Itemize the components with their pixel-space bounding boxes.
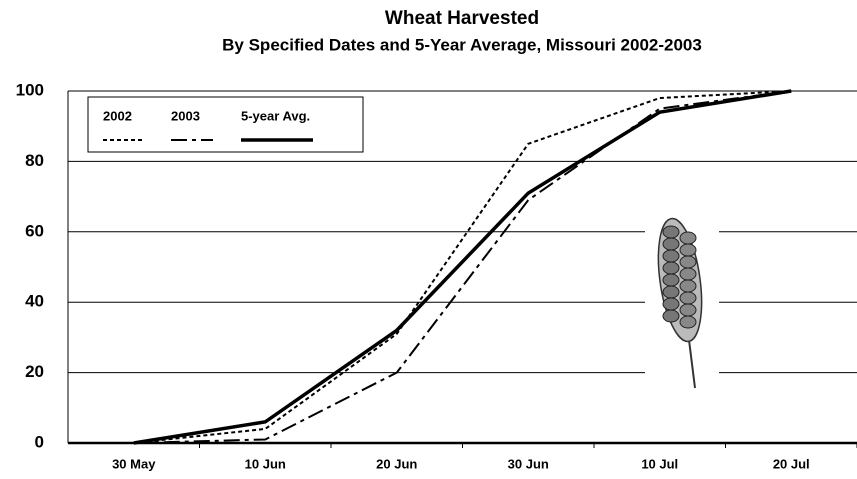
legend-label: 2003 bbox=[171, 108, 200, 123]
y-tick-label: 40 bbox=[25, 292, 44, 311]
wheat-grain bbox=[679, 243, 697, 257]
x-tick-label: 30 Jun bbox=[508, 456, 549, 471]
legend-label: 2002 bbox=[103, 108, 132, 123]
wheat-grain bbox=[679, 315, 697, 329]
wheat-grain bbox=[679, 291, 697, 305]
y-tick-label: 20 bbox=[25, 362, 44, 381]
x-tick-label: 30 May bbox=[112, 456, 156, 471]
plot bbox=[133, 89, 792, 445]
y-tick-label: 60 bbox=[25, 221, 44, 240]
wheat-grain bbox=[679, 231, 697, 245]
chart-subtitle: By Specified Dates and 5-Year Average, M… bbox=[222, 35, 702, 54]
wheat-grain bbox=[662, 249, 680, 263]
y-tick-label: 80 bbox=[25, 151, 44, 170]
wheat-grain bbox=[679, 303, 697, 317]
legend-label: 5-year Avg. bbox=[241, 108, 310, 123]
legend-box bbox=[87, 96, 364, 153]
series-line bbox=[133, 90, 792, 444]
wheat-grain bbox=[662, 237, 680, 251]
y-tick-label: 100 bbox=[16, 80, 44, 99]
y-tick-label: 0 bbox=[35, 432, 44, 451]
wheat-grain bbox=[679, 279, 697, 293]
x-tick-label: 20 Jul bbox=[773, 456, 810, 471]
wheat-grain bbox=[662, 297, 680, 311]
wheat-grain bbox=[662, 285, 680, 299]
wheat-grain bbox=[662, 261, 680, 275]
wheat-illustration bbox=[645, 195, 719, 390]
legend: 2002 2003 5-year Avg. bbox=[87, 96, 364, 153]
wheat-grain bbox=[662, 273, 680, 287]
wheat-grain bbox=[662, 309, 680, 323]
wheat-grain bbox=[679, 267, 697, 281]
wheat-grain bbox=[679, 255, 697, 269]
wheat-grain bbox=[662, 225, 680, 239]
x-tick-label: 20 Jun bbox=[376, 456, 417, 471]
grid bbox=[68, 90, 857, 374]
x-tick-label: 10 Jul bbox=[641, 456, 678, 471]
x-tick-label: 10 Jun bbox=[245, 456, 286, 471]
chart-title: Wheat Harvested bbox=[385, 8, 539, 29]
series-line bbox=[133, 89, 792, 445]
